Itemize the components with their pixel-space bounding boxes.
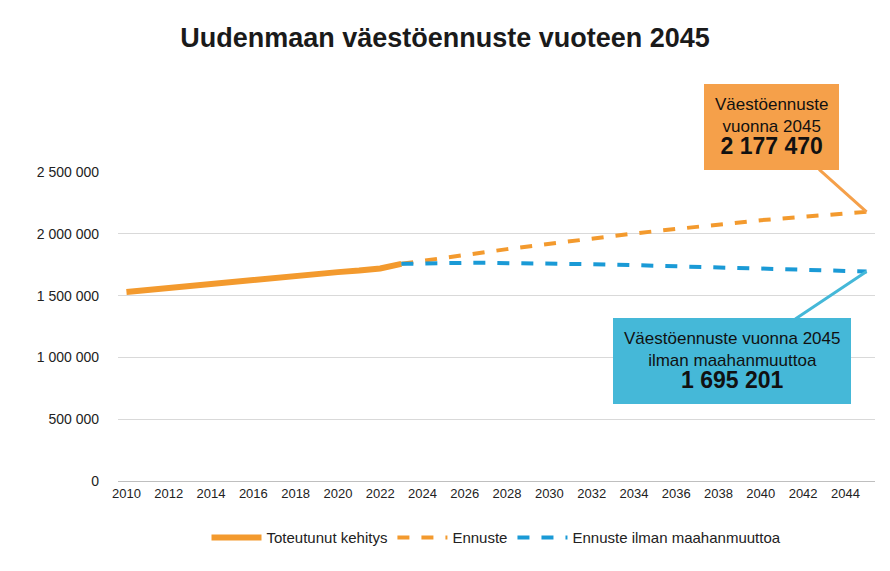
svg-text:2012: 2012 xyxy=(154,486,183,501)
svg-text:2044: 2044 xyxy=(831,486,860,501)
svg-text:2042: 2042 xyxy=(789,486,818,501)
svg-text:Toteutunut kehitys: Toteutunut kehitys xyxy=(267,529,388,546)
svg-text:2 500 000: 2 500 000 xyxy=(37,164,99,180)
svg-text:2036: 2036 xyxy=(662,486,691,501)
svg-text:2034: 2034 xyxy=(619,486,648,501)
svg-text:2030: 2030 xyxy=(535,486,564,501)
svg-text:2038: 2038 xyxy=(704,486,733,501)
svg-text:2010: 2010 xyxy=(112,486,141,501)
svg-text:Ennuste ilman maahanmuuttoa: Ennuste ilman maahanmuuttoa xyxy=(572,529,780,546)
svg-text:1 000 000: 1 000 000 xyxy=(37,349,99,365)
svg-text:2040: 2040 xyxy=(746,486,775,501)
svg-text:0: 0 xyxy=(91,473,99,489)
svg-text:2024: 2024 xyxy=(408,486,437,501)
svg-text:2026: 2026 xyxy=(450,486,479,501)
svg-text:Väestöennustevuonna 20452 177: Väestöennustevuonna 20452 177 470 xyxy=(715,95,828,159)
svg-text:2014: 2014 xyxy=(197,486,226,501)
svg-text:2 000 000: 2 000 000 xyxy=(37,226,99,242)
svg-text:Ennuste: Ennuste xyxy=(452,529,507,546)
svg-text:Väestöennuste vuonna 2045ilman: Väestöennuste vuonna 2045ilman maahanmuu… xyxy=(624,329,840,393)
svg-text:2018: 2018 xyxy=(281,486,310,501)
svg-text:1 500 000: 1 500 000 xyxy=(37,288,99,304)
svg-text:2032: 2032 xyxy=(577,486,606,501)
svg-text:2020: 2020 xyxy=(323,486,352,501)
svg-text:500 000: 500 000 xyxy=(48,411,99,427)
svg-text:2016: 2016 xyxy=(239,486,268,501)
svg-text:2022: 2022 xyxy=(366,486,395,501)
svg-text:Uudenmaan väestöennuste vuotee: Uudenmaan väestöennuste vuoteen 2045 xyxy=(180,23,710,53)
svg-text:2028: 2028 xyxy=(493,486,522,501)
